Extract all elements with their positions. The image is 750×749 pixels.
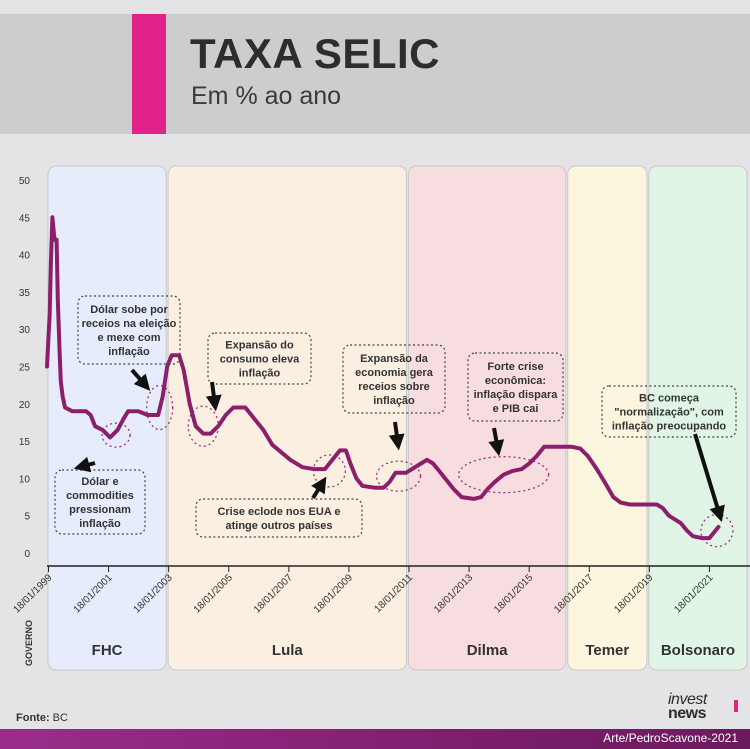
annotation-box bbox=[601, 385, 737, 438]
annotation-text: BC começa bbox=[639, 393, 700, 405]
y-tick-label: 30 bbox=[19, 325, 31, 336]
bottom-strip bbox=[0, 729, 750, 749]
annotation-text: inflação preocupando bbox=[612, 421, 727, 433]
highlight-ellipse bbox=[101, 422, 131, 448]
y-tick-label: 5 bbox=[24, 512, 30, 523]
y-tick-label: 35 bbox=[19, 288, 31, 299]
annotation-text: economia gera bbox=[355, 367, 434, 379]
annotation-arrow bbox=[693, 433, 725, 523]
source-value: BC bbox=[52, 712, 68, 724]
annotation-box bbox=[77, 295, 181, 365]
annotation-text: atinge outros países bbox=[226, 520, 333, 532]
y-tick-label: 10 bbox=[19, 474, 31, 485]
accent-bar bbox=[132, 14, 166, 134]
annotation-arrow bbox=[311, 476, 327, 500]
government-band-4 bbox=[648, 165, 748, 671]
annotation-text: inflação bbox=[108, 346, 150, 358]
annotation-text: Expansão da bbox=[360, 353, 429, 365]
annotation-text: commodities bbox=[66, 490, 134, 502]
logo-accent bbox=[734, 700, 738, 712]
annotation-text: inflação bbox=[79, 518, 121, 530]
highlight-ellipse bbox=[700, 513, 734, 548]
government-band-2 bbox=[408, 165, 567, 671]
annotation-text: inflação bbox=[239, 368, 281, 380]
highlight-ellipse bbox=[312, 454, 347, 488]
highlight-ellipse bbox=[146, 384, 174, 431]
government-label-3: Temer bbox=[585, 642, 629, 659]
art-credit: Arte/PedroScavone-2021 bbox=[603, 731, 738, 745]
annotation-arrow bbox=[388, 421, 405, 451]
y-tick-label: 15 bbox=[19, 437, 31, 448]
highlight-ellipse bbox=[375, 460, 422, 492]
annotation-text: receios na eleição bbox=[82, 318, 177, 330]
chart-title: TAXA SELIC bbox=[190, 30, 441, 77]
annotation-arrow bbox=[73, 456, 96, 473]
y-tick-label: 50 bbox=[19, 176, 31, 187]
y-tick-label: 25 bbox=[19, 363, 31, 374]
annotation-text: inflação dispara bbox=[474, 389, 559, 401]
government-band-0 bbox=[47, 165, 167, 671]
logo-line2: news bbox=[668, 705, 707, 722]
annotation-text: Expansão do bbox=[225, 340, 294, 352]
source-note: Fonte: BC bbox=[16, 712, 68, 724]
annotation-text: Forte crise bbox=[487, 361, 543, 373]
annotation-text: e mexe com bbox=[98, 332, 161, 344]
annotation-text: Dólar sobe por bbox=[90, 304, 168, 316]
annotation-box bbox=[467, 352, 564, 422]
chart-subtitle: Em % ao ano bbox=[191, 82, 342, 110]
annotation-text: e PIB cai bbox=[493, 403, 539, 415]
annotation-text: Crise eclode nos EUA e bbox=[217, 506, 340, 518]
annotation-box bbox=[342, 344, 446, 414]
government-label-1: Lula bbox=[272, 642, 303, 659]
annotation-box bbox=[207, 332, 312, 385]
annotation-arrow bbox=[205, 381, 222, 412]
y-tick-label: 20 bbox=[19, 400, 31, 411]
y-tick-label: 45 bbox=[19, 213, 31, 224]
annotation-arrow bbox=[130, 368, 151, 391]
annotation-text: pressionam bbox=[69, 504, 131, 516]
highlight-ellipse bbox=[457, 456, 550, 494]
annotation-text: econômica: bbox=[485, 375, 546, 387]
logo-line1: invest bbox=[668, 691, 707, 708]
government-band-3 bbox=[567, 165, 648, 671]
annotation-arrow bbox=[488, 427, 505, 457]
annotation-text: Dólar e bbox=[81, 476, 118, 488]
governo-label: GOVERNO bbox=[24, 620, 34, 666]
selic-chart: FHC Lula Dilma Temer BolsonaroGOVERNO5045403… bbox=[11, 165, 750, 671]
annotation-text: "normalização", com bbox=[614, 407, 724, 419]
header-band bbox=[0, 14, 750, 134]
y-tick-label: 0 bbox=[24, 549, 30, 560]
government-label-0: FHC bbox=[92, 642, 123, 659]
annotation-text: inflação bbox=[373, 395, 415, 407]
selic-line bbox=[45, 215, 721, 541]
annotation-box bbox=[54, 469, 146, 535]
source-label: Fonte: bbox=[16, 712, 50, 724]
government-band-1 bbox=[167, 165, 408, 671]
investnews-logo: invest news bbox=[668, 691, 707, 722]
annotation-text: consumo eleva bbox=[220, 354, 300, 366]
annotation-text: receios sobre bbox=[358, 381, 430, 393]
government-label-2: Dilma bbox=[467, 642, 509, 659]
y-tick-label: 40 bbox=[19, 251, 31, 262]
government-label-4: Bolsonaro bbox=[661, 642, 735, 659]
